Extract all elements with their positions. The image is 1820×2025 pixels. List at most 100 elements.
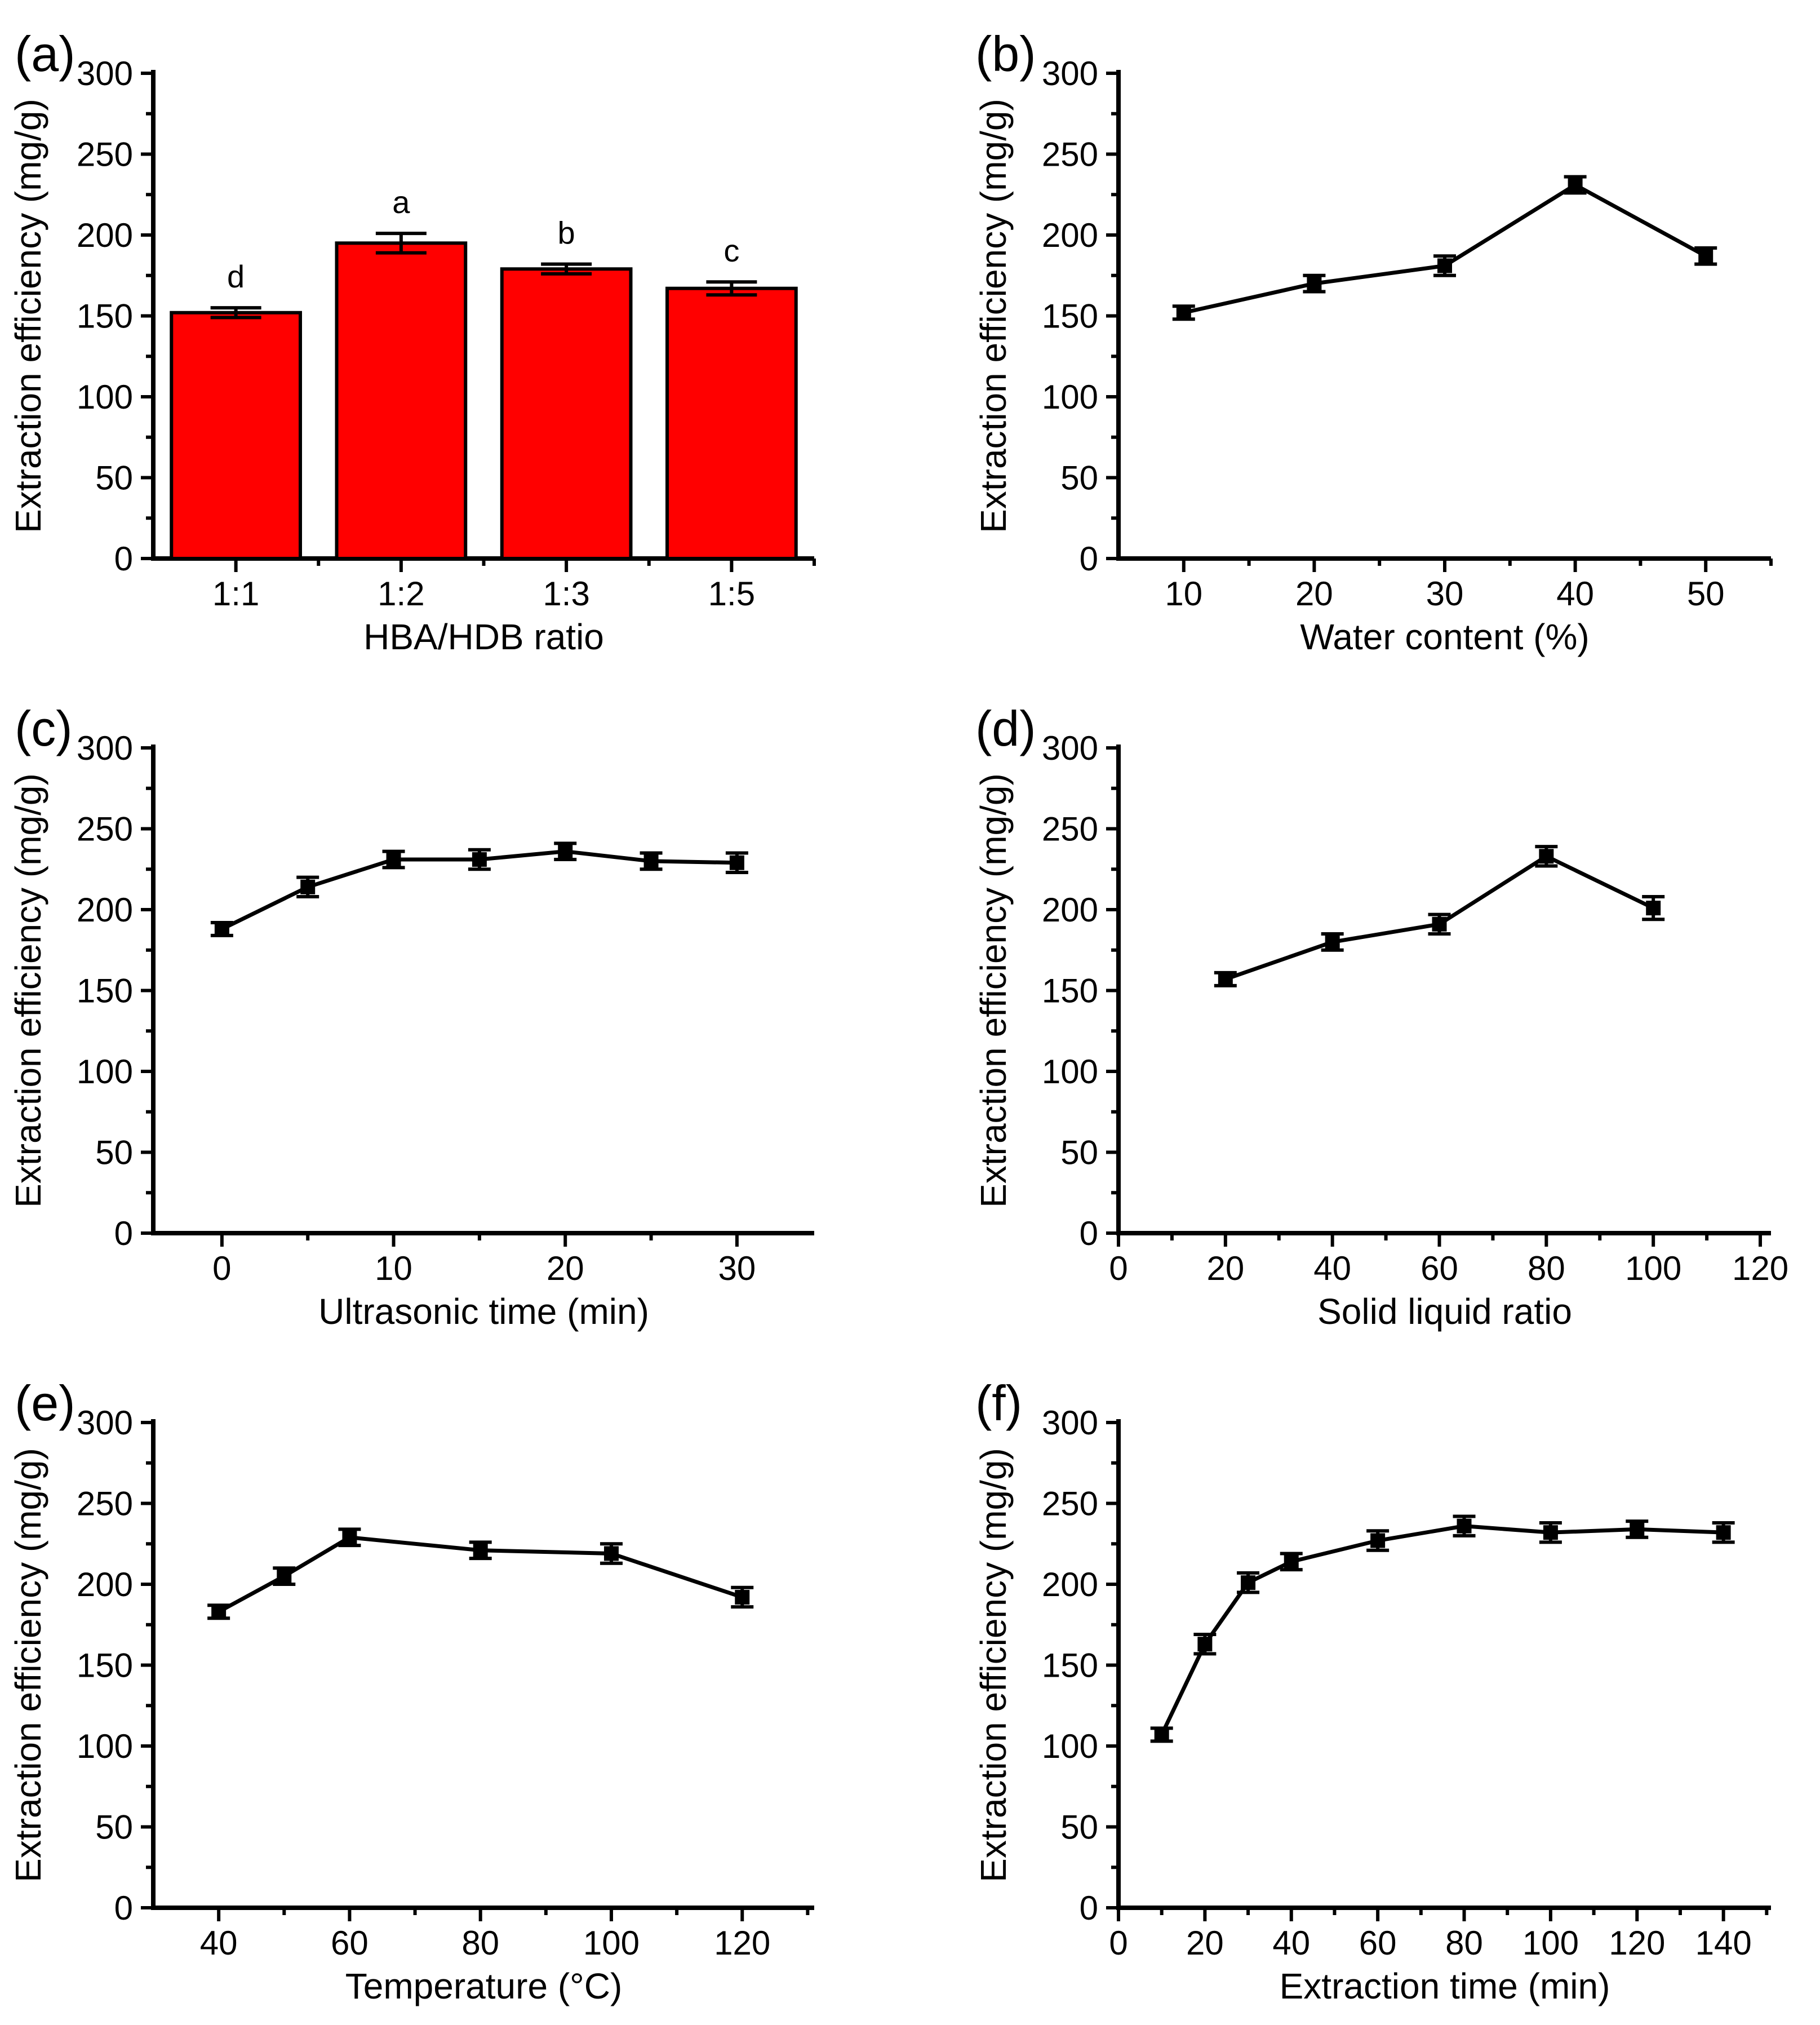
svg-text:0: 0: [114, 540, 133, 578]
svg-text:50: 50: [95, 459, 133, 497]
svg-text:300: 300: [1042, 729, 1098, 767]
svg-text:b: b: [558, 215, 575, 251]
svg-text:80: 80: [1528, 1249, 1565, 1287]
svg-text:0: 0: [1109, 1924, 1127, 1962]
svg-text:40: 40: [200, 1924, 238, 1962]
svg-text:300: 300: [77, 55, 133, 92]
svg-text:100: 100: [1042, 1053, 1098, 1091]
svg-text:300: 300: [1042, 1404, 1098, 1442]
svg-text:300: 300: [77, 729, 133, 767]
panel-d: 0 50 100 150 200 250 300 Extraction efficiency …: [910, 675, 1820, 1349]
svg-text:250: 250: [1042, 136, 1098, 174]
svg-text:120: 120: [1732, 1249, 1788, 1287]
svg-text:50: 50: [95, 1809, 133, 1846]
svg-text:150: 150: [1042, 298, 1098, 335]
svg-text:Solid liquid ratio: Solid liquid ratio: [1317, 1291, 1572, 1332]
svg-text:0: 0: [1080, 1215, 1098, 1252]
svg-text:40: 40: [1556, 575, 1594, 613]
svg-text:60: 60: [1421, 1249, 1458, 1287]
svg-text:0: 0: [1080, 540, 1098, 578]
svg-text:100: 100: [583, 1924, 640, 1962]
svg-text:150: 150: [77, 972, 133, 1010]
panel-b: 0 50 100 150 200 250 300 Extraction efficiency …: [910, 0, 1820, 675]
panel-b-chart: 0 50 100 150 200 250 300 Extraction efficiency …: [973, 26, 1773, 657]
svg-text:0: 0: [1080, 1889, 1098, 1927]
svg-text:120: 120: [714, 1924, 770, 1962]
svg-text:20: 20: [547, 1249, 584, 1287]
svg-text:150: 150: [77, 1647, 133, 1685]
svg-text:60: 60: [331, 1924, 369, 1962]
svg-text:150: 150: [1042, 972, 1098, 1010]
svg-text:200: 200: [77, 891, 133, 929]
svg-text:50: 50: [95, 1134, 133, 1172]
svg-text:200: 200: [1042, 891, 1098, 929]
svg-text:1:5: 1:5: [708, 575, 755, 613]
panel-a: 0 50 100 150 200 250 300 Extraction efficiency …: [0, 0, 910, 675]
svg-text:d: d: [227, 259, 245, 294]
svg-text:Water content (%): Water content (%): [1300, 617, 1589, 657]
svg-text:100: 100: [1522, 1924, 1579, 1962]
svg-text:30: 30: [718, 1249, 756, 1287]
svg-text:250: 250: [77, 136, 133, 174]
svg-text:100: 100: [1042, 378, 1098, 416]
svg-text:a: a: [392, 184, 410, 220]
svg-text:120: 120: [1609, 1924, 1665, 1962]
svg-text:250: 250: [77, 810, 133, 848]
svg-text:80: 80: [1445, 1924, 1483, 1962]
svg-text:(e): (e): [15, 1375, 76, 1431]
svg-text:(f): (f): [975, 1375, 1022, 1431]
svg-text:140: 140: [1695, 1924, 1752, 1962]
panel-e-chart: 0 50 100 150 200 250 300 Extraction efficiency …: [8, 1375, 814, 2006]
svg-text:Extraction time (min): Extraction time (min): [1280, 1966, 1610, 2006]
svg-text:1:1: 1:1: [212, 575, 259, 613]
svg-text:30: 30: [1426, 575, 1464, 613]
svg-text:200: 200: [77, 1566, 133, 1603]
svg-text:150: 150: [1042, 1647, 1098, 1685]
svg-text:100: 100: [77, 378, 133, 416]
svg-text:Extraction efficiency (mg/g): Extraction efficiency (mg/g): [8, 773, 48, 1208]
svg-text:1:3: 1:3: [543, 575, 589, 613]
svg-text:100: 100: [77, 1727, 133, 1765]
svg-text:Extraction efficiency (mg/g): Extraction efficiency (mg/g): [973, 773, 1014, 1208]
svg-text:Extraction efficiency (mg/g): Extraction efficiency (mg/g): [973, 99, 1014, 533]
svg-text:HBA/HDB ratio: HBA/HDB ratio: [363, 617, 604, 657]
panel-a-chart: 0 50 100 150 200 250 300 Extraction efficiency …: [8, 26, 816, 657]
svg-text:20: 20: [1186, 1924, 1224, 1962]
svg-text:0: 0: [114, 1889, 133, 1927]
svg-text:20: 20: [1295, 575, 1333, 613]
svg-text:10: 10: [375, 1249, 412, 1287]
svg-text:c: c: [723, 233, 739, 268]
svg-text:50: 50: [1060, 459, 1098, 497]
svg-text:150: 150: [77, 298, 133, 335]
svg-text:50: 50: [1687, 575, 1725, 613]
svg-text:0: 0: [1109, 1249, 1127, 1287]
svg-text:50: 50: [1060, 1134, 1098, 1172]
svg-text:Extraction efficiency (mg/g): Extraction efficiency (mg/g): [8, 1448, 48, 1882]
panel-c-chart: 0 50 100 150 200 250 300 Extraction efficiency …: [8, 701, 814, 1332]
svg-text:300: 300: [1042, 55, 1098, 92]
svg-text:40: 40: [1272, 1924, 1310, 1962]
svg-text:(c): (c): [15, 701, 73, 756]
svg-text:Temperature (°C): Temperature (°C): [345, 1966, 623, 2006]
svg-text:Extraction efficiency (mg/g): Extraction efficiency (mg/g): [8, 99, 48, 533]
svg-text:20: 20: [1206, 1249, 1244, 1287]
svg-text:200: 200: [1042, 1566, 1098, 1603]
svg-text:1:2: 1:2: [378, 575, 424, 613]
svg-text:(d): (d): [975, 701, 1036, 756]
svg-text:0: 0: [212, 1249, 231, 1287]
svg-text:200: 200: [77, 216, 133, 254]
svg-text:(a): (a): [15, 26, 76, 82]
svg-text:50: 50: [1060, 1809, 1098, 1846]
svg-text:100: 100: [77, 1053, 133, 1091]
svg-text:300: 300: [77, 1404, 133, 1442]
svg-text:(b): (b): [975, 26, 1036, 82]
panel-f: 0 50 100 150 200 250 300 Extraction efficiency …: [910, 1349, 1820, 2024]
svg-text:250: 250: [1042, 810, 1098, 848]
panel-e: 0 50 100 150 200 250 300 Extraction efficiency …: [0, 1349, 910, 2024]
svg-text:60: 60: [1359, 1924, 1397, 1962]
panel-c: 0 50 100 150 200 250 300 Extraction efficiency …: [0, 675, 910, 1349]
svg-text:250: 250: [77, 1485, 133, 1523]
